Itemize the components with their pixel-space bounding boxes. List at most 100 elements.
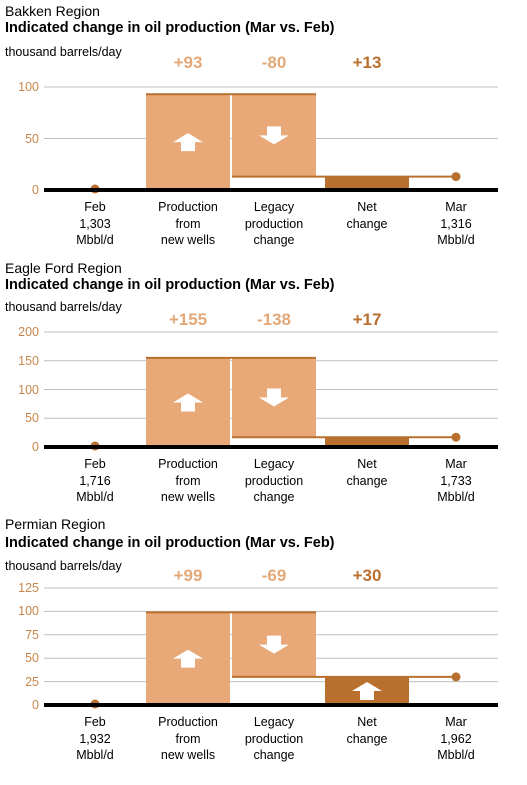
up-arrow-icon <box>173 133 203 152</box>
up-arrow-icon <box>173 393 203 412</box>
category-label-line: new wells <box>160 748 216 762</box>
category-label-line: Feb <box>84 200 106 214</box>
chart-panel-bakken: Bakken Region Indicated change in oil pr… <box>0 0 527 258</box>
region-title: Permian Region <box>5 516 106 532</box>
category-label-line: Feb <box>84 715 106 729</box>
down-arrow-icon <box>259 388 289 407</box>
category-label-line: Net <box>357 715 377 729</box>
category-label: Legacy production change <box>226 714 322 764</box>
category-label-line: Net <box>357 200 377 214</box>
category-label: Production from new wells <box>140 456 236 506</box>
category-label-line: production <box>244 473 304 488</box>
y-tick-label: 50 <box>25 411 39 426</box>
y-tick-label: 200 <box>18 325 39 339</box>
category-label: Legacy production change <box>226 199 322 249</box>
category-label-line: Mbbl/d <box>76 490 114 504</box>
category-label-line: production <box>244 731 304 746</box>
change-value-label: +93 <box>173 53 203 72</box>
category-label-line: new wells <box>160 233 216 247</box>
unit-label: thousand barrels/day <box>5 559 122 573</box>
chart-panel-eagle-ford: Eagle Ford Region Indicated change in oi… <box>0 258 527 516</box>
chart-title: Indicated change in oil production (Mar … <box>5 277 335 293</box>
change-value-label: +13 <box>352 53 382 72</box>
category-label-line: Mbbl/d <box>76 748 114 762</box>
chart-plot <box>44 587 498 709</box>
category-label-line: Mbbl/d <box>437 490 475 504</box>
category-label: Net change <box>319 714 415 747</box>
category-label-line: Legacy <box>253 457 295 471</box>
category-label: Mar 1,733 Mbbl/d <box>408 456 504 506</box>
category-label-line: Mar <box>445 715 467 729</box>
mar-point <box>451 672 461 682</box>
category-label-line: Legacy <box>253 715 295 729</box>
category-label: Feb 1,716 Mbbl/d <box>47 456 143 506</box>
category-label-line: production <box>244 216 304 231</box>
chart-plot <box>44 331 498 451</box>
category-label-line: Mbbl/d <box>437 748 475 762</box>
category-label-line: 1,733 <box>440 473 472 488</box>
category-label: Feb 1,303 Mbbl/d <box>47 199 143 249</box>
category-label-line: change <box>346 216 388 231</box>
chart-title: Indicated change in oil production (Mar … <box>5 20 335 36</box>
change-value-label: +17 <box>352 310 382 329</box>
down-arrow-icon <box>259 126 289 145</box>
unit-label: thousand barrels/day <box>5 45 122 59</box>
category-label-line: Mbbl/d <box>76 233 114 247</box>
category-label-line: Production <box>158 457 218 471</box>
category-label-line: Legacy <box>253 200 295 214</box>
category-label-line: Production <box>158 715 218 729</box>
category-label-line: from <box>175 731 201 746</box>
region-title: Eagle Ford Region <box>5 260 122 276</box>
category-label-line: change <box>346 473 388 488</box>
category-label: Legacy production change <box>226 456 322 506</box>
category-label-line: change <box>253 748 295 762</box>
category-label-line: new wells <box>160 490 216 504</box>
mar-point <box>451 432 461 442</box>
category-label-line: 1,932 <box>79 731 111 746</box>
y-tick-label: 100 <box>18 80 39 94</box>
category-label-line: change <box>253 233 295 247</box>
change-value-label: -138 <box>256 310 292 329</box>
category-label-line: Mar <box>445 457 467 471</box>
category-label-line: change <box>253 490 295 504</box>
y-tick-label: 0 <box>32 440 39 454</box>
category-label: Mar 1,962 Mbbl/d <box>408 714 504 764</box>
change-value-label: +99 <box>173 566 203 585</box>
category-label: Net change <box>319 456 415 489</box>
change-value-label: -80 <box>261 53 287 72</box>
y-tick-label: 75 <box>25 627 39 642</box>
change-value-label: +30 <box>352 566 382 585</box>
category-label-line: change <box>346 731 388 746</box>
net-change-bar <box>325 176 409 190</box>
up-arrow-icon <box>173 649 203 668</box>
down-arrow-icon <box>259 635 289 654</box>
category-label: Mar 1,316 Mbbl/d <box>408 199 504 249</box>
region-title: Bakken Region <box>5 3 100 19</box>
mar-point <box>451 172 461 182</box>
up-arrow-icon <box>352 681 382 700</box>
category-label-line: 1,303 <box>79 216 111 231</box>
y-tick-label: 100 <box>18 604 39 619</box>
category-label: Production from new wells <box>140 199 236 249</box>
y-tick-label: 100 <box>18 382 39 397</box>
chart-plot <box>44 86 498 194</box>
y-tick-label: 25 <box>25 674 39 689</box>
y-tick-label: 50 <box>25 131 39 146</box>
unit-label: thousand barrels/day <box>5 300 122 314</box>
category-label-line: Mbbl/d <box>437 233 475 247</box>
y-tick-label: 0 <box>32 698 39 712</box>
category-label-line: Feb <box>84 457 106 471</box>
chart-title: Indicated change in oil production (Mar … <box>5 535 335 551</box>
chart-panel-permian: Permian Region Indicated change in oil p… <box>0 516 527 785</box>
net-change-bar <box>325 437 409 447</box>
category-label: Production from new wells <box>140 714 236 764</box>
category-label-line: Mar <box>445 200 467 214</box>
change-value-label: -69 <box>261 566 287 585</box>
y-tick-label: 150 <box>18 353 39 368</box>
y-tick-label: 50 <box>25 651 39 666</box>
category-label: Feb 1,932 Mbbl/d <box>47 714 143 764</box>
y-tick-label: 125 <box>18 581 39 595</box>
category-label-line: Net <box>357 457 377 471</box>
category-label-line: 1,716 <box>79 473 111 488</box>
change-value-label: +155 <box>168 310 208 329</box>
